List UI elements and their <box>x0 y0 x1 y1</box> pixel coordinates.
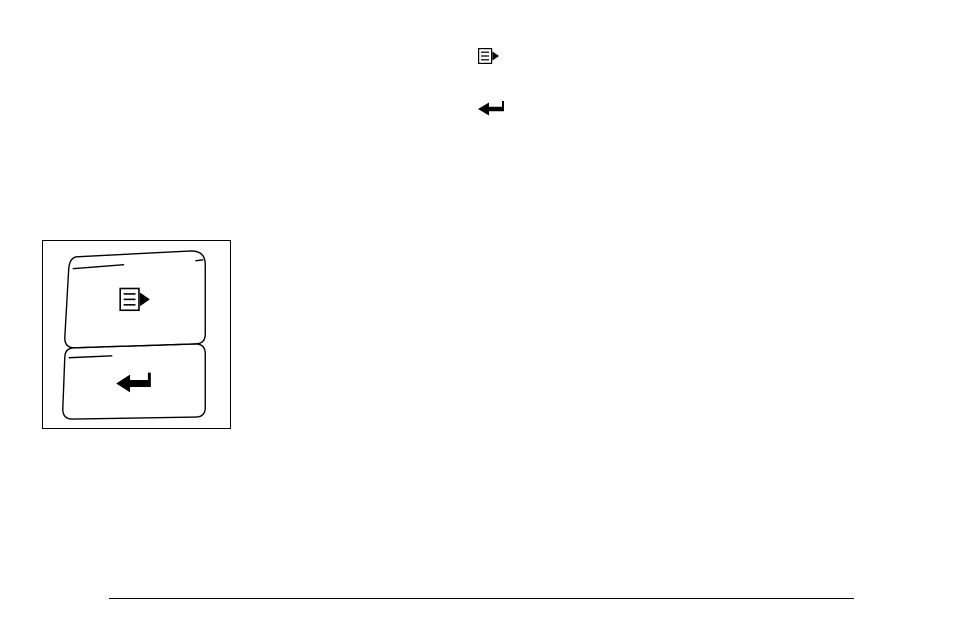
page-root <box>0 0 954 636</box>
menu-play-icon <box>478 48 500 64</box>
enter-arrow-icon <box>478 100 504 118</box>
footer-divider <box>109 598 854 599</box>
button-diagram <box>42 240 231 429</box>
